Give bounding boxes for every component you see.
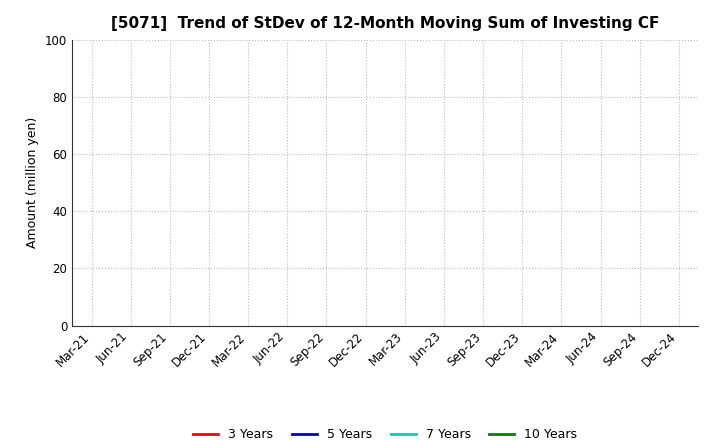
Legend: 3 Years, 5 Years, 7 Years, 10 Years: 3 Years, 5 Years, 7 Years, 10 Years [188,423,582,440]
Y-axis label: Amount (million yen): Amount (million yen) [27,117,40,248]
Title: [5071]  Trend of StDev of 12-Month Moving Sum of Investing CF: [5071] Trend of StDev of 12-Month Moving… [111,16,660,32]
